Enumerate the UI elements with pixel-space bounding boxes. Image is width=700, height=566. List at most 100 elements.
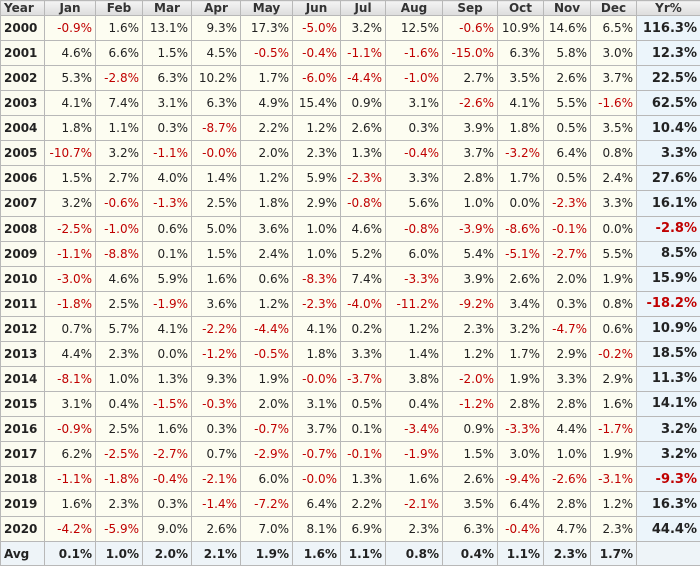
year-row: 2004 1.8% 1.1% 0.3% -8.7% 2.2% 1.2% 2.6% 0.3% 3.9… — [0, 115, 700, 142]
monthly-return: 1.2% — [442, 340, 498, 367]
column-header: Feb — [95, 0, 143, 16]
monthly-return: -0.3% — [191, 390, 241, 418]
monthly-return: -4.4% — [340, 65, 386, 92]
monthly-return: -0.4% — [497, 516, 544, 543]
monthly-return: -1.9% — [142, 290, 192, 317]
monthly-return: -11.2% — [385, 290, 443, 317]
monthly-return: -4.0% — [340, 290, 386, 317]
monthly-return: -2.6% — [543, 466, 591, 493]
monthly-return: 1.5% — [191, 240, 241, 267]
annual-return: 3.2% — [636, 415, 700, 443]
year-cell: 2019 — [0, 491, 45, 518]
monthly-return: 10.2% — [191, 65, 241, 92]
column-header: Year — [0, 0, 45, 16]
column-header: Apr — [191, 0, 241, 16]
monthly-return: 6.2% — [44, 441, 96, 468]
monthly-return: 0.8% — [590, 140, 637, 167]
monthly-return: -2.3% — [340, 165, 386, 192]
monthly-return: 5.9% — [142, 265, 192, 292]
monthly-return: 1.2% — [240, 165, 293, 192]
column-header: Aug — [385, 0, 443, 16]
column-header: Dec — [590, 0, 637, 16]
monthly-return: 3.9% — [442, 115, 498, 142]
monthly-return: 1.5% — [142, 40, 192, 67]
monthly-return: 6.6% — [95, 40, 143, 67]
monthly-return: -0.6% — [95, 190, 143, 217]
monthly-return: -4.4% — [240, 315, 293, 342]
annual-return: 116.3% — [636, 14, 700, 42]
monthly-return: 3.5% — [590, 115, 637, 142]
column-header: Sep — [442, 0, 498, 16]
year-row: 2002 5.3% -2.8% 6.3% 10.2% 1.7% -6.0% -4.4% -1.0… — [0, 65, 700, 92]
monthly-return: 3.2% — [497, 315, 544, 342]
monthly-return: -1.0% — [385, 65, 443, 92]
monthly-return: -8.3% — [292, 265, 341, 292]
monthly-return: 1.8% — [240, 190, 293, 217]
year-row: 2015 3.1% 0.4% -1.5% -0.3% 2.0% 3.1% 0.5% 0.4% -1… — [0, 390, 700, 418]
monthly-return: -2.8% — [95, 65, 143, 92]
monthly-return: 1.0% — [292, 215, 341, 242]
monthly-return: 3.5% — [442, 491, 498, 518]
monthly-return: 0.7% — [191, 441, 241, 468]
year-cell: 2017 — [0, 441, 45, 468]
year-cell: 2010 — [0, 265, 45, 292]
monthly-return: -0.9% — [44, 415, 96, 443]
monthly-return: 3.2% — [95, 140, 143, 167]
monthly-return: 0.3% — [142, 115, 192, 142]
monthly-return: -5.9% — [95, 516, 143, 543]
year-cell: 2005 — [0, 140, 45, 167]
monthly-return: 4.7% — [543, 516, 591, 543]
monthly-return: 2.9% — [292, 190, 341, 217]
monthly-return: 15.4% — [292, 90, 341, 117]
monthly-return: -2.7% — [142, 441, 192, 468]
monthly-return: -1.1% — [142, 140, 192, 167]
monthly-return: -3.3% — [385, 265, 443, 292]
monthly-return: 4.1% — [142, 315, 192, 342]
year-row: 2009 -1.1% -8.8% 0.1% 1.5% 2.4% 1.0% 5.2% 6.0% 5.… — [0, 240, 700, 267]
monthly-return: -0.0% — [191, 140, 241, 167]
year-row: 2012 0.7% 5.7% 4.1% -2.2% -4.4% 4.1% 0.2% 1.2% 2.… — [0, 315, 700, 342]
monthly-return: 1.0% — [543, 441, 591, 468]
monthly-return: -2.1% — [191, 466, 241, 493]
monthly-return: 5.8% — [543, 40, 591, 67]
monthly-return: 7.4% — [95, 90, 143, 117]
monthly-return: -2.3% — [543, 190, 591, 217]
monthly-return: 2.8% — [543, 390, 591, 418]
monthly-return: 6.3% — [142, 65, 192, 92]
monthly-return: 3.1% — [385, 90, 443, 117]
monthly-return: 4.6% — [95, 265, 143, 292]
monthly-return: 6.3% — [442, 516, 498, 543]
monthly-return: 1.8% — [44, 115, 96, 142]
monthly-return: 2.9% — [543, 340, 591, 367]
monthly-return: 1.7% — [497, 340, 544, 367]
monthly-return: -0.0% — [292, 466, 341, 493]
monthly-return: -1.2% — [442, 390, 498, 418]
monthly-return: 1.1% — [95, 115, 143, 142]
monthly-return: 5.4% — [442, 240, 498, 267]
year-cell: 2006 — [0, 165, 45, 192]
year-cell: 2001 — [0, 40, 45, 67]
monthly-return: 3.2% — [340, 14, 386, 42]
monthly-return: -1.1% — [340, 40, 386, 67]
monthly-return: 6.3% — [497, 40, 544, 67]
monthly-return: -3.9% — [442, 215, 498, 242]
year-row: 2006 1.5% 2.7% 4.0% 1.4% 1.2% 5.9% -2.3% 3.3% 2.8… — [0, 165, 700, 192]
monthly-return: -2.5% — [44, 215, 96, 242]
monthly-return: -1.1% — [44, 466, 96, 493]
monthly-return: -2.5% — [95, 441, 143, 468]
monthly-return: 2.0% — [543, 265, 591, 292]
monthly-return: 4.4% — [44, 340, 96, 367]
monthly-return: 2.3% — [385, 516, 443, 543]
monthly-return: 0.9% — [340, 90, 386, 117]
monthly-return: 5.5% — [590, 240, 637, 267]
monthly-return: 3.3% — [340, 340, 386, 367]
table-body: 2000 -0.9% 1.6% 13.1% 9.3% 17.3% -5.0% 3.2% 12.5… — [0, 14, 700, 566]
monthly-return: 4.9% — [240, 90, 293, 117]
annual-return: 15.9% — [636, 265, 700, 292]
monthly-return: 12.5% — [385, 14, 443, 42]
monthly-return: 3.5% — [497, 65, 544, 92]
monthly-return: -3.3% — [497, 415, 544, 443]
monthly-return: -15.0% — [442, 40, 498, 67]
monthly-return: -0.7% — [292, 441, 341, 468]
